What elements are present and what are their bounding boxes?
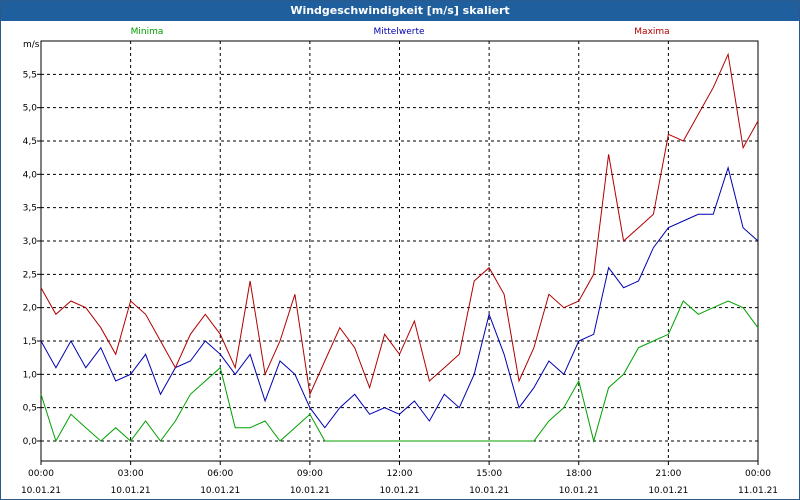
y-tick-label: 2,0 <box>23 304 38 314</box>
x-tick-date-label: 10.01.21 <box>21 486 61 496</box>
x-tick-date-label: 10.01.21 <box>290 486 330 496</box>
x-tick-date-label: 10.01.21 <box>648 486 688 496</box>
legend: Minima Mittelwerte Maxima <box>131 27 670 37</box>
x-tick-date-label: 10.01.21 <box>559 486 599 496</box>
legend-entry-minima: Minima <box>131 27 164 37</box>
y-tick-label: 1,0 <box>23 370 38 380</box>
y-axis-label: m/s <box>23 40 40 50</box>
x-tick-date-label: 10.01.21 <box>200 486 240 496</box>
wind-speed-chart: 0,0 0,5 1,0 1,5 2,0 2,5 3,0 3,5 4,0 4,5 5,0 5,5 00:… <box>1 21 799 499</box>
legend-entry-maxima: Maxima <box>634 27 669 37</box>
x-tick-date-label: 10.01.21 <box>469 486 509 496</box>
x-tick-labels: 00:00 10.01.21 03:00 10.01.21 06:00 10.01.21 0… <box>21 469 778 496</box>
plot-frame <box>40 40 759 462</box>
y-tick-label: 0,5 <box>23 404 37 414</box>
y-tick-label: 4,0 <box>23 170 38 180</box>
x-tick-time-label: 09:00 <box>297 469 323 479</box>
series-lines <box>40 52 759 443</box>
grid-lines <box>41 41 758 461</box>
x-tick-time-label: 12:00 <box>387 469 413 479</box>
y-tick-label: 3,0 <box>23 237 38 247</box>
x-tick-time-label: 00:00 <box>28 469 54 479</box>
window-title: Windgeschwindigkeit [m/s] skaliert <box>1 1 799 21</box>
x-tick-time-label: 03:00 <box>118 469 144 479</box>
y-tick-label: 2,5 <box>23 270 37 280</box>
axes <box>37 40 759 465</box>
y-tick-labels: 0,0 0,5 1,0 1,5 2,0 2,5 3,0 3,5 4,0 4,5 5,0 5,5 <box>23 70 38 447</box>
y-tick-label: 3,5 <box>23 204 37 214</box>
y-tick-label: 0,0 <box>23 437 38 447</box>
y-tick-label: 5,0 <box>23 104 38 114</box>
y-tick-label: 4,5 <box>23 137 37 147</box>
x-tick-time-label: 00:00 <box>745 469 771 479</box>
series-line-mittelwerte <box>40 165 759 429</box>
x-tick-time-label: 21:00 <box>655 469 681 479</box>
x-tick-time-label: 06:00 <box>207 469 233 479</box>
x-tick-date-label: 11.01.21 <box>738 486 778 496</box>
legend-entry-mittelwerte: Mittelwerte <box>373 27 424 37</box>
x-tick-date-label: 10.01.21 <box>111 486 151 496</box>
y-tick-label: 1,5 <box>23 337 37 347</box>
x-tick-date-label: 10.01.21 <box>379 486 419 496</box>
x-tick-time-label: 15:00 <box>476 469 502 479</box>
series-line-minima <box>40 300 759 443</box>
series-line-maxima <box>40 52 759 397</box>
y-tick-label: 5,5 <box>23 70 37 80</box>
x-tick-time-label: 18:00 <box>566 469 592 479</box>
